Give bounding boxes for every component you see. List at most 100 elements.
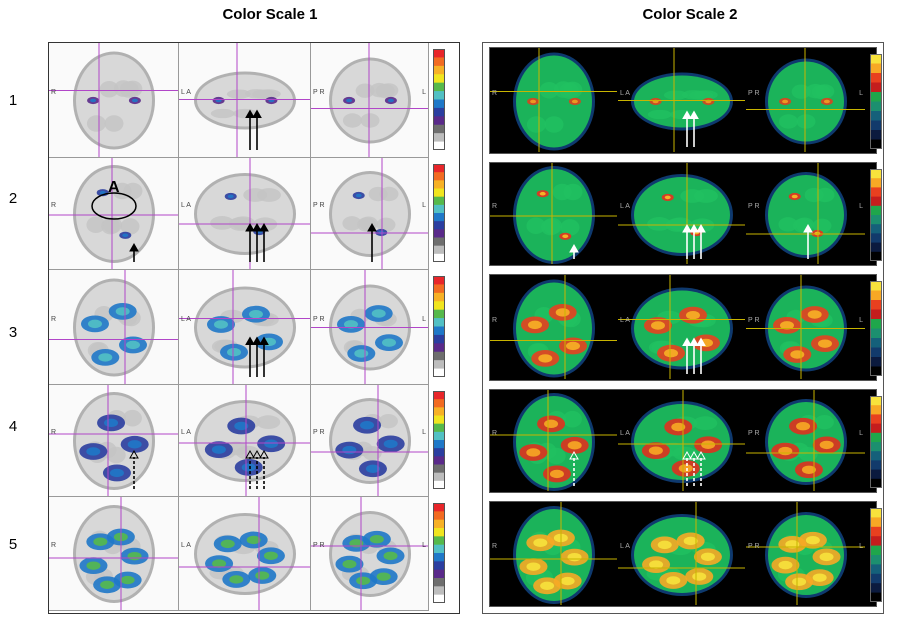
arrowhead bbox=[682, 110, 692, 119]
brain-axial-image bbox=[490, 502, 617, 605]
side-label-l: L bbox=[859, 89, 863, 97]
colorbar-segment bbox=[433, 116, 445, 126]
brain-axial-image: A bbox=[49, 158, 178, 269]
colorbar-segment bbox=[870, 187, 882, 198]
scale1-row5-sagittal-view: L A bbox=[179, 497, 311, 611]
arrowhead bbox=[129, 242, 139, 252]
brain-axial-image bbox=[490, 275, 617, 379]
arrowhead bbox=[367, 222, 377, 232]
colorbar-segment bbox=[433, 326, 445, 336]
colorbar-segment bbox=[433, 561, 445, 571]
colorbar-segment bbox=[433, 91, 445, 100]
colorbar-segment bbox=[870, 63, 882, 74]
side-label-r: R bbox=[492, 430, 498, 437]
colorbar-segment bbox=[433, 423, 445, 433]
side-label-r: R bbox=[51, 429, 57, 436]
scale2-row2-sagittal-view: L A bbox=[618, 163, 746, 265]
colorbar-segment bbox=[433, 301, 445, 311]
arrowhead bbox=[689, 337, 699, 346]
colorbar-segment bbox=[870, 564, 882, 575]
colorbar-segment bbox=[870, 101, 882, 112]
side-label-la: L A bbox=[620, 543, 630, 550]
scale1-row5-colorbar bbox=[433, 503, 445, 603]
colorbar-segment bbox=[870, 92, 882, 102]
side-label-l: L bbox=[422, 429, 426, 436]
scale1-row5-axial-view: R bbox=[49, 497, 179, 611]
colorbar-segment bbox=[870, 120, 882, 131]
colorbar-segment bbox=[433, 245, 445, 255]
colorbar-segment bbox=[870, 130, 882, 140]
scale1-row4-colorbar bbox=[433, 391, 445, 489]
brain-sagittal-image bbox=[618, 163, 745, 264]
colorbar-segment bbox=[433, 553, 445, 562]
colorbar-segment bbox=[870, 196, 882, 207]
side-label-pr: P R bbox=[313, 542, 325, 549]
arrowhead bbox=[259, 336, 269, 345]
colorbar-segment bbox=[433, 284, 445, 294]
scale2-row4-axial-view: R bbox=[490, 390, 618, 492]
arrowhead bbox=[689, 223, 699, 233]
colorbar-segment bbox=[433, 415, 445, 425]
colorbar-segment bbox=[433, 536, 445, 546]
colorbar-segment bbox=[870, 442, 882, 452]
colorbar-segment bbox=[870, 300, 882, 310]
color-scale-1-title: Color Scale 1 bbox=[222, 6, 318, 23]
colorbar-segment bbox=[433, 334, 445, 344]
side-label-pr: P R bbox=[748, 430, 760, 437]
side-label-l: L bbox=[422, 542, 426, 549]
arrowhead bbox=[689, 450, 699, 460]
side-label-la: L A bbox=[620, 89, 630, 97]
colorbar-segment bbox=[433, 480, 445, 489]
scale2-row1-axial-view: R bbox=[490, 48, 618, 153]
colorbar-segment bbox=[433, 318, 445, 327]
colorbar-segment bbox=[870, 73, 882, 83]
colorbar-segment bbox=[433, 544, 445, 554]
scale2-row3-sagittal-view: L A bbox=[618, 275, 746, 380]
side-label-l: L bbox=[859, 316, 863, 324]
colorbar-segment bbox=[433, 196, 445, 206]
colorbar-segment bbox=[433, 440, 445, 449]
colorbar-segment bbox=[870, 215, 882, 225]
side-label-pr: P R bbox=[313, 429, 325, 436]
scale1-row3-colorbar bbox=[433, 276, 445, 377]
colorbar-segment bbox=[433, 309, 445, 319]
colorbar-segment bbox=[433, 253, 445, 262]
brain-coronal-image bbox=[311, 43, 428, 157]
colorbar-segment bbox=[433, 237, 445, 247]
side-label-r: R bbox=[492, 543, 498, 550]
side-label-pr: P R bbox=[313, 315, 325, 323]
colorbar-segment bbox=[433, 229, 445, 238]
side-label-r: R bbox=[51, 202, 57, 209]
arrowhead bbox=[129, 449, 139, 459]
side-label-l: L bbox=[859, 543, 863, 550]
colorbar-segment bbox=[870, 526, 882, 537]
colorbar-segment bbox=[433, 82, 445, 92]
scale2-row2-axial-view: R bbox=[490, 163, 618, 265]
side-label-pr: P R bbox=[748, 316, 760, 324]
brain-axial-image bbox=[49, 43, 178, 157]
side-label-pr: P R bbox=[313, 202, 325, 209]
brain-sagittal-image bbox=[618, 390, 745, 491]
colorbar-segment bbox=[433, 65, 445, 75]
region-a-label: A bbox=[108, 179, 120, 196]
colorbar-segment bbox=[870, 517, 882, 528]
arrowhead bbox=[696, 337, 706, 346]
colorbar-segment bbox=[433, 343, 445, 353]
colorbar-segment bbox=[433, 172, 445, 181]
colorbar-segment bbox=[870, 583, 882, 594]
brain-coronal-image bbox=[746, 390, 865, 491]
colorbar-segment bbox=[870, 536, 882, 547]
colorbar-segment bbox=[433, 472, 445, 482]
scale2-row3-axial-view: R bbox=[490, 275, 618, 380]
side-label-la: L A bbox=[620, 203, 630, 210]
scale2-row5-axial-view: R bbox=[490, 502, 618, 606]
scale2-row5-colorbar bbox=[870, 508, 882, 602]
colorbar-segment bbox=[433, 292, 445, 302]
brain-axial-image bbox=[49, 385, 178, 496]
